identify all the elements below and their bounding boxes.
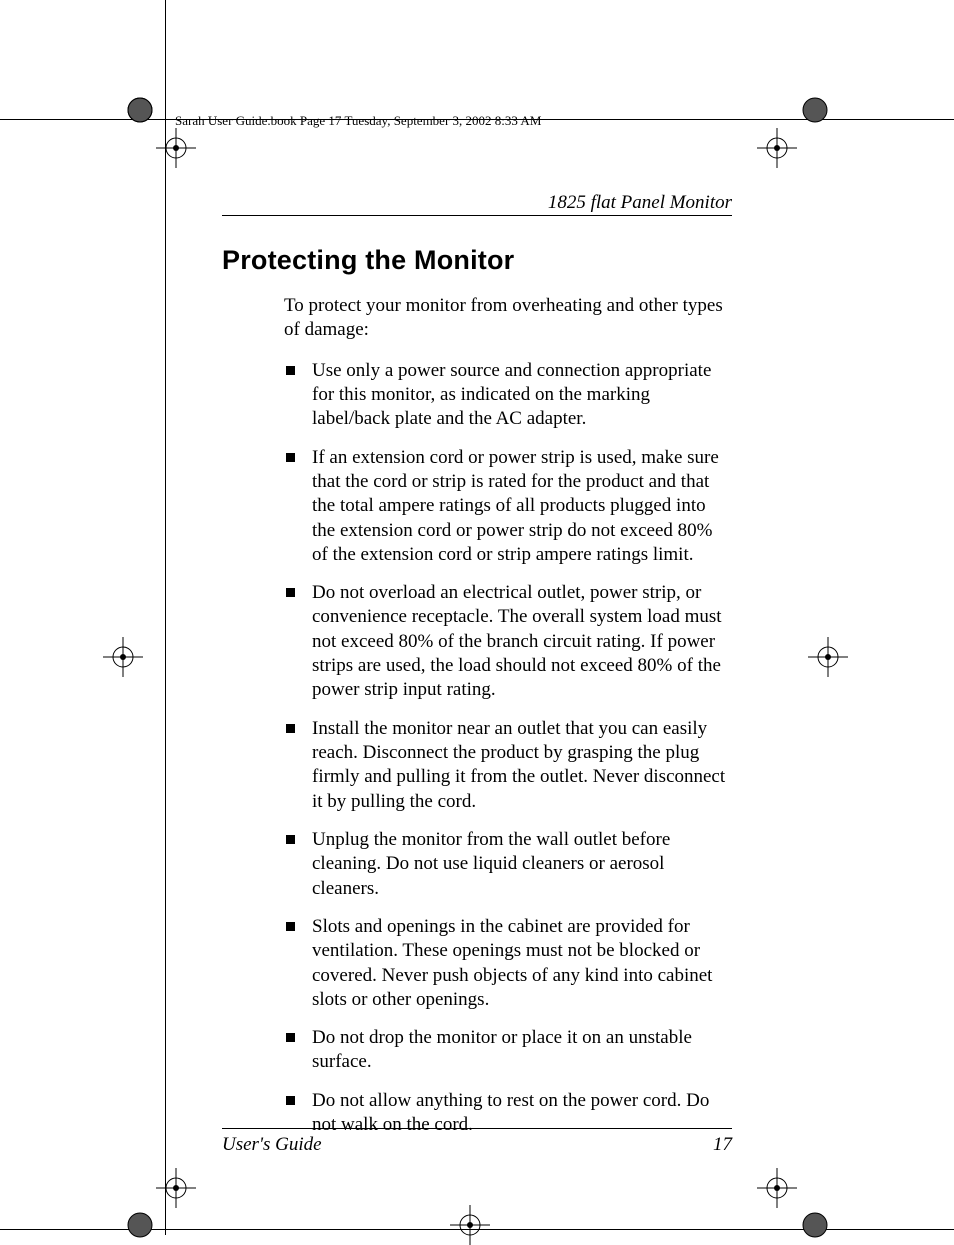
page-title: Protecting the Monitor [222, 245, 732, 276]
running-head: 1825 flat Panel Monitor [548, 192, 732, 214]
content-area: Protecting the Monitor To protect your m… [222, 245, 732, 1151]
bullet-list: Use only a power source and connection a… [284, 359, 732, 1138]
footer-page-number: 17 [713, 1134, 732, 1156]
reg-mark [156, 128, 196, 168]
list-item: Use only a power source and connection a… [284, 359, 732, 432]
print-header: Sarah User Guide.book Page 17 Tuesday, S… [175, 113, 541, 129]
intro-paragraph: To protect your monitor from overheating… [284, 294, 732, 343]
reg-mark [156, 1168, 196, 1208]
list-item: If an extension cord or power strip is u… [284, 446, 732, 568]
footer-left: User's Guide [222, 1134, 322, 1156]
reg-mark [450, 1205, 490, 1245]
list-item: Do not overload an electrical outlet, po… [284, 581, 732, 703]
list-item: Unplug the monitor from the wall outlet … [284, 828, 732, 901]
reg-mark [757, 1168, 797, 1208]
page: Sarah User Guide.book Page 17 Tuesday, S… [0, 0, 954, 1235]
reg-mark [120, 90, 160, 130]
running-head-rule [222, 215, 732, 216]
list-item: Install the monitor near an outlet that … [284, 717, 732, 814]
list-item: Do not allow anything to rest on the pow… [284, 1089, 732, 1138]
reg-mark [103, 637, 143, 677]
reg-mark [795, 90, 835, 130]
crop-line-left [165, 0, 166, 1235]
footer-rule [222, 1128, 732, 1129]
list-item: Do not drop the monitor or place it on a… [284, 1026, 732, 1075]
reg-mark [795, 1205, 835, 1245]
reg-mark [808, 637, 848, 677]
list-item: Slots and openings in the cabinet are pr… [284, 915, 732, 1012]
reg-mark [120, 1205, 160, 1245]
reg-mark [757, 128, 797, 168]
